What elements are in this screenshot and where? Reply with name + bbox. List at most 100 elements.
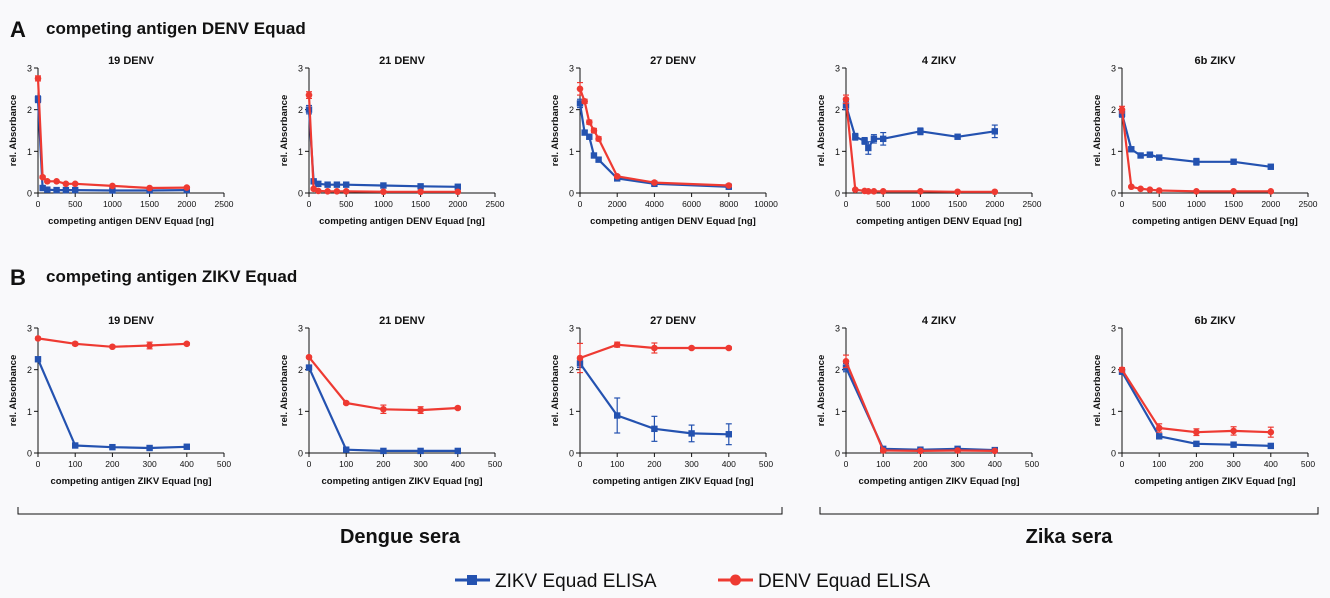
x-axis-label: competing antigen ZIKV Equad [ng] xyxy=(1135,476,1296,487)
chart-title: 21 DENV xyxy=(379,55,426,67)
chart-title: 4 ZIKV xyxy=(922,55,957,67)
y-tick-label: 0 xyxy=(835,189,840,199)
series-line-denv xyxy=(844,360,995,452)
x-axis-label: competing antigen ZIKV Equad [ng] xyxy=(859,476,1020,487)
x-tick-label: 2500 xyxy=(1299,199,1318,209)
x-tick-label: 0 xyxy=(36,459,41,469)
data-point-denv xyxy=(109,343,116,351)
y-tick-label: 0 xyxy=(298,449,303,459)
data-point-denv xyxy=(842,358,850,365)
x-axis-label: competing antigen DENV Equad [ng] xyxy=(590,216,756,227)
chart-title: 19 DENV xyxy=(108,55,155,67)
y-tick-label: 2 xyxy=(298,105,303,115)
data-point-denv xyxy=(576,354,584,362)
data-point-denv xyxy=(1155,424,1163,432)
data-point-denv xyxy=(725,182,733,189)
x-tick-label: 100 xyxy=(1152,459,1166,469)
x-tick-label: 2000 xyxy=(608,199,627,209)
x-tick-label: 400 xyxy=(180,459,194,469)
legend-denv-label: DENV Equad ELISA xyxy=(758,571,930,592)
data-point-zikv xyxy=(1193,158,1200,165)
data-point-denv xyxy=(879,447,887,454)
series-denv xyxy=(842,354,999,455)
data-point-zikv xyxy=(576,100,584,107)
series-denv xyxy=(576,81,733,189)
y-tick-label: 1 xyxy=(569,407,574,417)
data-point-denv xyxy=(380,405,387,413)
data-point-denv xyxy=(954,447,961,454)
data-point-denv xyxy=(590,127,598,134)
data-point-denv xyxy=(991,188,999,196)
data-point-zikv xyxy=(865,144,872,152)
panel-b-heading: B competing antigen ZIKV Equad xyxy=(10,265,297,290)
data-point-denv xyxy=(870,188,878,195)
x-tick-label: 300 xyxy=(951,459,965,469)
y-tick-label: 2 xyxy=(27,105,32,115)
y-tick-label: 0 xyxy=(569,449,574,459)
series-denv xyxy=(1118,105,1275,195)
x-tick-label: 0 xyxy=(36,199,41,209)
y-axis-label: rel. Absorbance xyxy=(816,95,827,166)
x-tick-label: 2500 xyxy=(486,199,505,209)
y-tick-label: 1 xyxy=(835,407,840,417)
x-tick-label: 200 xyxy=(913,459,927,469)
x-tick-label: 200 xyxy=(1189,459,1203,469)
data-point-zikv xyxy=(1267,163,1274,170)
x-tick-label: 2500 xyxy=(215,199,234,209)
data-point-denv xyxy=(315,187,322,195)
data-point-denv xyxy=(417,406,424,414)
data-point-zikv xyxy=(586,133,593,140)
data-point-denv xyxy=(586,118,593,126)
x-tick-label: 1000 xyxy=(1187,199,1206,209)
data-point-denv xyxy=(917,188,924,195)
chart-a-3: 27 DENV 0 1 2 3 0 2000 4000 6000 8000 10000 competi… xyxy=(550,55,778,227)
data-point-denv xyxy=(1128,183,1135,191)
data-point-denv xyxy=(71,180,79,188)
series-denv xyxy=(305,91,462,196)
panel-a-title: competing antigen DENV Equad xyxy=(46,19,306,38)
y-tick-label: 1 xyxy=(835,147,840,157)
data-point-zikv xyxy=(53,186,60,194)
x-tick-label: 6000 xyxy=(682,199,701,209)
y-tick-label: 2 xyxy=(27,365,32,375)
data-point-zikv xyxy=(590,152,598,159)
x-tick-label: 100 xyxy=(68,459,82,469)
data-point-denv xyxy=(1230,188,1237,195)
series-zikv xyxy=(34,356,190,452)
y-tick-label: 3 xyxy=(27,64,32,74)
data-point-denv xyxy=(183,184,191,191)
chart-a-5: 6b ZIKV 0 1 2 3 0 500 1000 1500 2000 2500competing… xyxy=(1092,55,1318,227)
data-point-zikv xyxy=(44,186,51,193)
dengue-bracket xyxy=(17,507,783,515)
chart-title: 4 ZIKV xyxy=(922,315,957,327)
data-point-zikv xyxy=(1230,158,1237,165)
data-point-denv xyxy=(417,188,424,196)
data-point-zikv xyxy=(34,356,42,363)
x-tick-label: 0 xyxy=(1120,199,1125,209)
data-point-denv xyxy=(324,188,331,195)
x-tick-label: 400 xyxy=(451,459,465,469)
x-tick-label: 100 xyxy=(339,459,353,469)
chart-title: 6b ZIKV xyxy=(1195,315,1237,327)
data-point-zikv xyxy=(725,431,732,438)
y-tick-label: 0 xyxy=(1111,449,1116,459)
series-line-denv xyxy=(1121,369,1271,434)
y-tick-label: 0 xyxy=(569,189,574,199)
data-point-zikv xyxy=(1230,441,1237,448)
x-tick-label: 300 xyxy=(414,459,428,469)
series-line-zikv xyxy=(36,99,187,192)
data-point-denv xyxy=(34,335,42,342)
data-point-denv xyxy=(917,447,924,455)
y-tick-label: 1 xyxy=(27,147,32,157)
data-point-denv xyxy=(725,344,733,352)
data-point-denv xyxy=(991,447,999,455)
y-tick-label: 0 xyxy=(1111,189,1116,199)
data-point-zikv xyxy=(1128,146,1135,153)
x-axis-label: competing antigen ZIKV Equad [ng] xyxy=(51,476,212,487)
y-tick-label: 1 xyxy=(1111,147,1116,157)
y-tick-label: 3 xyxy=(298,64,303,74)
series-zikv xyxy=(576,98,732,190)
data-point-denv xyxy=(1155,187,1163,194)
series-denv xyxy=(34,335,191,351)
